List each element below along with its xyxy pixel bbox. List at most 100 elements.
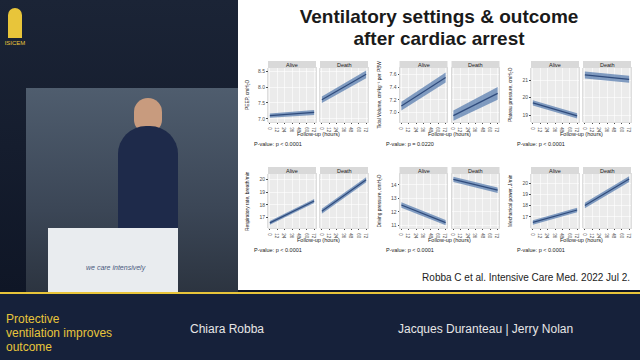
svg-text:48: 48 <box>428 233 433 239</box>
svg-text:P-value: p < 0.0001: P-value: p < 0.0001 <box>254 247 302 253</box>
svg-text:48: 48 <box>348 233 353 239</box>
svg-text:Alive: Alive <box>549 62 561 68</box>
svg-text:60: 60 <box>435 127 440 133</box>
svg-text:60: 60 <box>304 233 309 239</box>
svg-text:72: 72 <box>363 127 368 133</box>
svg-text:Death: Death <box>337 62 352 68</box>
svg-text:60: 60 <box>619 233 624 239</box>
svg-text:36: 36 <box>604 233 609 239</box>
svg-text:12: 12 <box>405 127 410 133</box>
svg-text:12: 12 <box>537 233 542 239</box>
svg-text:0: 0 <box>530 127 535 130</box>
svg-text:72: 72 <box>442 127 447 133</box>
svg-text:36: 36 <box>289 233 294 239</box>
svg-text:11: 11 <box>391 222 396 228</box>
svg-text:60: 60 <box>487 233 492 239</box>
svg-text:17: 17 <box>259 214 265 220</box>
svg-text:Death: Death <box>468 62 483 68</box>
svg-text:14: 14 <box>391 182 397 188</box>
svg-text:36: 36 <box>420 233 425 239</box>
svg-text:Alive: Alive <box>286 62 298 68</box>
svg-text:12: 12 <box>589 127 594 133</box>
svg-text:72: 72 <box>626 127 631 133</box>
svg-text:48: 48 <box>348 127 353 133</box>
svg-text:72: 72 <box>494 127 499 133</box>
svg-text:0: 0 <box>319 233 324 236</box>
svg-text:60: 60 <box>619 127 624 133</box>
svg-text:Follow-up (hours): Follow-up (hours) <box>297 237 340 243</box>
svg-text:Follow-up (hours): Follow-up (hours) <box>297 131 340 137</box>
svg-text:72: 72 <box>494 233 499 239</box>
svg-text:0: 0 <box>450 233 455 236</box>
svg-text:12: 12 <box>274 127 279 133</box>
svg-text:48: 48 <box>480 127 485 133</box>
svg-text:36: 36 <box>472 233 477 239</box>
svg-text:7.0: 7.0 <box>258 116 265 122</box>
svg-text:36: 36 <box>289 127 294 133</box>
svg-text:24: 24 <box>413 127 418 133</box>
svg-text:60: 60 <box>487 127 492 133</box>
svg-text:P-value: p < 0.0001: P-value: p < 0.0001 <box>517 141 565 147</box>
svg-text:48: 48 <box>296 233 301 239</box>
svg-text:48: 48 <box>559 233 564 239</box>
svg-text:Plateau pressure, cmH₂O: Plateau pressure, cmH₂O <box>508 67 513 122</box>
svg-text:7.5: 7.5 <box>258 100 265 106</box>
svg-text:12: 12 <box>326 233 331 239</box>
svg-text:20: 20 <box>522 180 528 186</box>
svg-text:24: 24 <box>544 233 549 239</box>
svg-text:Alive: Alive <box>286 168 298 174</box>
svg-text:Follow-up (hours): Follow-up (hours) <box>560 131 603 137</box>
svg-text:0: 0 <box>319 127 324 130</box>
svg-text:24: 24 <box>465 127 470 133</box>
svg-text:19: 19 <box>259 189 265 195</box>
svg-text:48: 48 <box>611 233 616 239</box>
svg-text:72: 72 <box>442 233 447 239</box>
svg-text:48: 48 <box>428 127 433 133</box>
svg-text:19: 19 <box>522 191 528 197</box>
svg-text:60: 60 <box>356 127 361 133</box>
svg-text:Alive: Alive <box>418 62 430 68</box>
svg-text:36: 36 <box>341 127 346 133</box>
svg-text:24: 24 <box>281 233 286 239</box>
svg-text:48: 48 <box>611 127 616 133</box>
svg-text:0: 0 <box>398 127 403 130</box>
svg-text:7.0: 7.0 <box>390 109 397 115</box>
svg-text:24: 24 <box>333 233 338 239</box>
svg-text:24: 24 <box>281 127 286 133</box>
svg-text:Death: Death <box>600 62 615 68</box>
svg-text:72: 72 <box>574 233 579 239</box>
svg-text:Follow-up (hours): Follow-up (hours) <box>560 237 603 243</box>
svg-text:12: 12 <box>326 127 331 133</box>
svg-text:24: 24 <box>333 127 338 133</box>
svg-text:24: 24 <box>596 233 601 239</box>
svg-text:0: 0 <box>530 233 535 236</box>
svg-text:0: 0 <box>267 233 272 236</box>
svg-text:P-value: p < 0.0001: P-value: p < 0.0001 <box>386 247 434 253</box>
svg-text:Tidal Volume, cm³kg⁻¹ per PBW: Tidal Volume, cm³kg⁻¹ per PBW <box>377 61 382 129</box>
svg-text:72: 72 <box>311 127 316 133</box>
svg-text:12: 12 <box>589 233 594 239</box>
svg-text:Driving pressure, cmH₂O: Driving pressure, cmH₂O <box>377 174 382 227</box>
svg-text:72: 72 <box>363 233 368 239</box>
svg-text:0: 0 <box>267 127 272 130</box>
svg-text:72: 72 <box>311 233 316 239</box>
svg-text:12: 12 <box>274 233 279 239</box>
svg-text:12: 12 <box>537 127 542 133</box>
svg-text:36: 36 <box>604 127 609 133</box>
svg-text:48: 48 <box>296 127 301 133</box>
svg-text:Respiratory rate, breath/min: Respiratory rate, breath/min <box>245 171 250 231</box>
svg-text:0: 0 <box>582 233 587 236</box>
svg-text:19: 19 <box>522 112 528 118</box>
svg-text:Mechanical power, J/min: Mechanical power, J/min <box>508 174 513 227</box>
svg-text:Death: Death <box>468 168 483 174</box>
svg-text:36: 36 <box>420 127 425 133</box>
svg-text:18: 18 <box>522 202 528 208</box>
svg-text:17: 17 <box>522 214 528 220</box>
svg-text:7.4: 7.4 <box>390 84 397 90</box>
svg-text:72: 72 <box>626 233 631 239</box>
svg-text:PEEP, cmH₂O: PEEP, cmH₂O <box>245 79 250 110</box>
svg-text:P-value: p = 0.0220: P-value: p = 0.0220 <box>386 141 434 147</box>
svg-text:12: 12 <box>405 233 410 239</box>
svg-text:36: 36 <box>552 127 557 133</box>
svg-text:20: 20 <box>259 176 265 182</box>
